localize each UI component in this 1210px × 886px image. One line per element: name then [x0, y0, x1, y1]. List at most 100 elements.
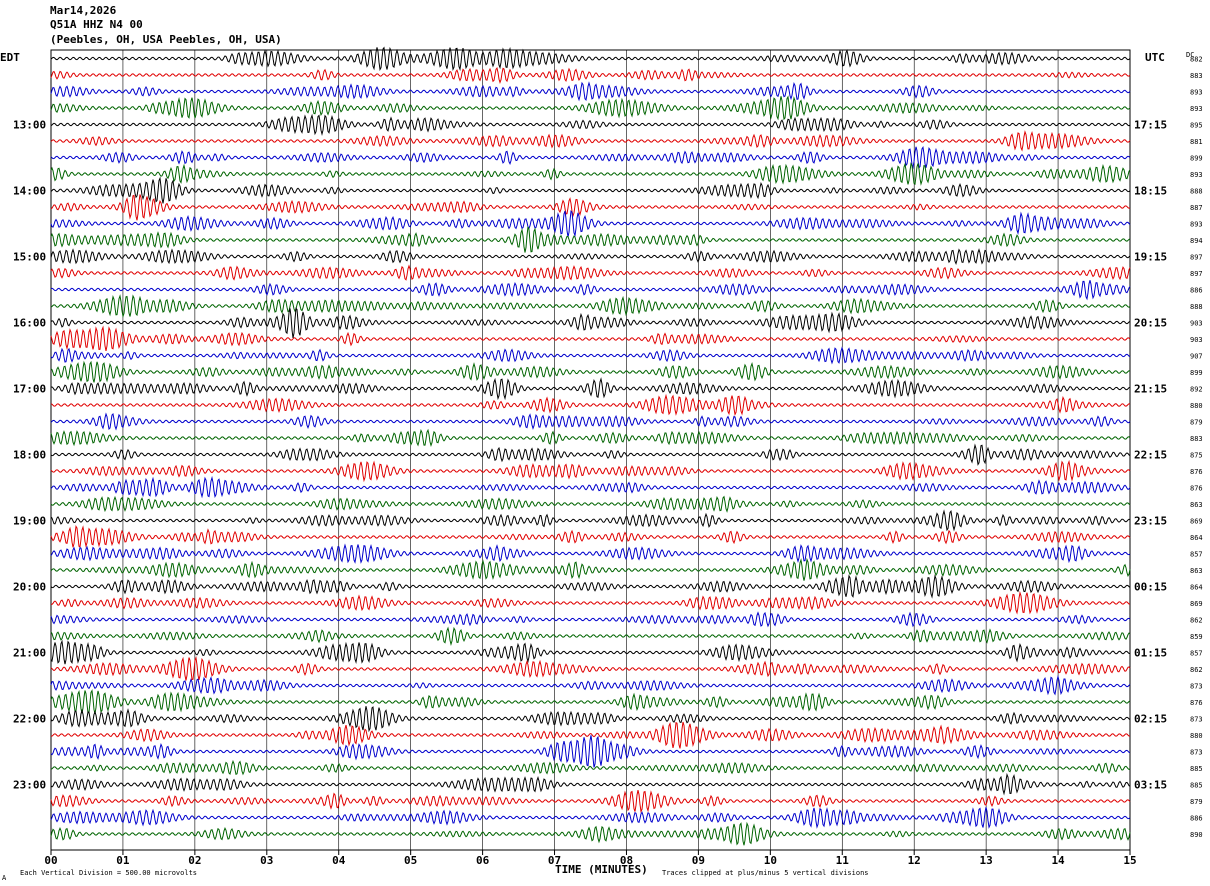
dc-offset-label: 880 [1190, 732, 1203, 740]
right-timezone-label: UTC [1145, 51, 1165, 64]
header-date: Mar14,2026 [50, 4, 117, 17]
trace-line [50, 162, 1131, 186]
dc-offset-label: 892 [1190, 386, 1203, 394]
right-hour-label: 02:15 [1134, 713, 1167, 726]
dc-offset-label: 883 [1190, 72, 1203, 80]
left-hour-label: 20:00 [13, 581, 46, 594]
x-tick-label: 12 [908, 854, 921, 867]
right-hour-label: 17:15 [1134, 119, 1167, 132]
x-tick-label: 02 [188, 854, 201, 867]
right-hour-label: 22:15 [1134, 449, 1167, 462]
dc-offset-label: 862 [1190, 666, 1203, 674]
dc-offset-label: 890 [1190, 831, 1203, 839]
dc-column-header: DC [1186, 51, 1194, 59]
trace-line [50, 789, 1131, 814]
trace-line [50, 759, 1131, 776]
trace-line [50, 574, 1131, 599]
dc-offset-label: 903 [1190, 336, 1203, 344]
left-hour-label: 23:00 [13, 779, 46, 792]
trace-line [50, 360, 1131, 383]
trace-line [50, 674, 1131, 696]
dc-offset-label: 893 [1190, 221, 1203, 229]
trace-line [50, 280, 1131, 301]
x-tick-label: 08 [620, 854, 633, 867]
trace-line [50, 294, 1131, 319]
x-tick-label: 01 [116, 854, 130, 867]
dc-offset-label: 873 [1190, 716, 1203, 724]
trace-line [50, 46, 1131, 72]
dc-offset-label: 876 [1190, 468, 1203, 476]
right-hour-label: 23:15 [1134, 515, 1167, 528]
trace-line [50, 821, 1131, 846]
left-hour-label: 14:00 [13, 185, 46, 198]
dc-offset-label: 885 [1190, 765, 1203, 773]
left-hour-label: 13:00 [13, 119, 46, 132]
dc-offset-label: 875 [1190, 452, 1203, 460]
x-tick-label: 15 [1123, 854, 1136, 867]
x-tick-label: 04 [332, 854, 346, 867]
x-tick-label: 13 [980, 854, 993, 867]
dc-offset-label: 882 [1190, 56, 1203, 64]
dc-offset-label: 863 [1190, 501, 1203, 509]
trace-line [50, 626, 1131, 647]
dc-offset-label: 857 [1190, 551, 1203, 559]
trace-line [50, 145, 1131, 170]
dc-offset-label: 897 [1190, 270, 1203, 278]
trace-line [50, 459, 1131, 483]
right-hour-label: 18:15 [1134, 185, 1167, 198]
dc-offset-label: 894 [1190, 237, 1203, 245]
dc-offset-label: 864 [1190, 584, 1203, 592]
dc-offset-label: 888 [1190, 303, 1203, 311]
x-tick-label: 07 [548, 854, 561, 867]
x-tick-label: 14 [1051, 854, 1065, 867]
trace-line [50, 524, 1131, 548]
trace-line [50, 226, 1131, 253]
dc-offset-label: 899 [1190, 369, 1203, 377]
dc-offset-label: 879 [1190, 419, 1203, 427]
x-tick-label: 09 [692, 854, 705, 867]
left-hour-label: 22:00 [13, 713, 46, 726]
dc-offset-label: 897 [1190, 254, 1203, 262]
dc-offset-label: 857 [1190, 650, 1203, 658]
left-hour-label: 17:00 [13, 383, 46, 396]
x-axis-title: TIME (MINUTES) [555, 863, 648, 876]
trace-line [50, 639, 1131, 665]
dc-offset-label: 879 [1190, 798, 1203, 806]
left-hour-label: 15:00 [13, 251, 46, 264]
clip-note: Traces clipped at plus/minus 5 vertical … [662, 869, 869, 877]
scale-note: Each Vertical Division = 500.00 microvol… [20, 869, 197, 877]
left-hour-label: 16:00 [13, 317, 46, 330]
trace-line [50, 264, 1131, 281]
trace-line [50, 656, 1131, 681]
right-hour-label: 21:15 [1134, 383, 1167, 396]
left-timezone-label: EDT [0, 51, 20, 64]
trace-line [50, 557, 1131, 581]
x-tick-label: 11 [836, 854, 850, 867]
trace-line [50, 509, 1131, 532]
dc-offset-label: 859 [1190, 633, 1203, 641]
trace-line [50, 67, 1131, 84]
x-tick-label: 00 [44, 854, 57, 867]
dc-offset-label: 887 [1190, 204, 1203, 212]
dc-offset-label: 885 [1190, 782, 1203, 790]
x-tick-label: 03 [260, 854, 273, 867]
trace-line [50, 689, 1131, 714]
trace-line [50, 210, 1131, 238]
left-hour-label: 18:00 [13, 449, 46, 462]
left-hour-label: 19:00 [13, 515, 46, 528]
x-tick-label: 10 [764, 854, 777, 867]
dc-offset-label: 863 [1190, 567, 1203, 575]
trace-line [50, 95, 1131, 121]
right-hour-label: 20:15 [1134, 317, 1167, 330]
x-tick-label: 06 [476, 854, 490, 867]
trace-line [50, 475, 1131, 499]
left-hour-label: 21:00 [13, 647, 46, 660]
right-hour-label: 01:15 [1134, 647, 1167, 660]
trace-line [50, 113, 1131, 136]
trace-line [51, 721, 1131, 749]
x-tick-label: 05 [404, 854, 417, 867]
trace-line [50, 393, 1131, 416]
dc-offset-label: 881 [1190, 138, 1203, 146]
dc-offset-label: 886 [1190, 287, 1203, 295]
